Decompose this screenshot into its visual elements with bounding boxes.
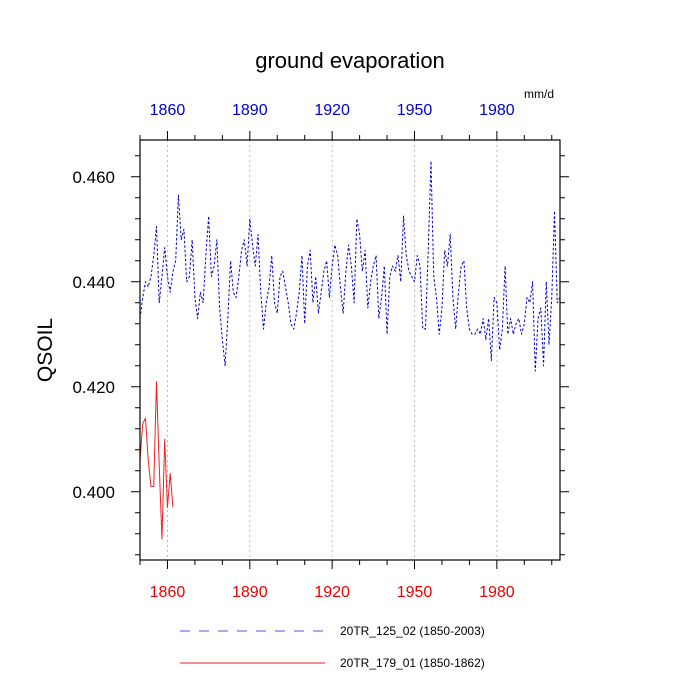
plot-frame (139, 139, 561, 561)
x-tick-label-bottom-1980: 1980 (479, 584, 515, 601)
x-tick-label-bottom-1920: 1920 (314, 584, 350, 601)
x-tick-label-bottom-1950: 1950 (397, 584, 433, 601)
legend-label-1: 20TR_179_01 (1850-1862) (340, 656, 485, 670)
x-tick-label-top-1920: 1920 (314, 102, 350, 119)
y-tick-label-2: 0.440 (72, 273, 115, 292)
series-line-1 (139, 381, 174, 540)
x-tick-label-top-1980: 1980 (479, 102, 515, 119)
units-label: mm/d (524, 87, 554, 101)
x-tick-label-top-1860: 1860 (150, 102, 186, 119)
legend-label-0: 20TR_125_02 (1850-2003) (340, 624, 485, 638)
x-tick-label-bottom-1860: 1860 (150, 584, 186, 601)
y-tick-label-1: 0.420 (72, 378, 115, 397)
series-line-0 (139, 160, 561, 372)
x-tick-label-top-1950: 1950 (397, 102, 433, 119)
x-tick-label-top-1890: 1890 (232, 102, 268, 119)
series-layer (139, 160, 561, 540)
y-axis-label: QSOIL (34, 318, 57, 382)
grid-lines (167, 140, 498, 560)
y-tick-label-0: 0.400 (72, 483, 115, 502)
chart-title: ground evaporation (255, 48, 445, 73)
x-tick-label-bottom-1890: 1890 (232, 584, 268, 601)
y-tick-label-3: 0.460 (72, 168, 115, 187)
legend: 20TR_125_02 (1850-2003) 20TR_179_01 (1850… (180, 624, 485, 670)
axis-ticks: 1860 1890 1920 1950 1980 1860 1890 1920 1950 1980… (72, 102, 569, 601)
